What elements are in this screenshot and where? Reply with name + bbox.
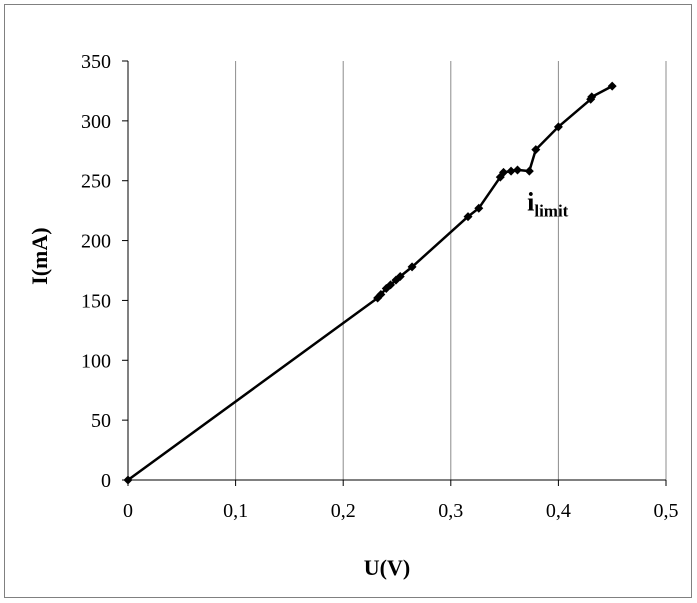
y-tick-label: 250 [81, 171, 111, 193]
data-point [531, 145, 541, 155]
x-tick-label: 0,3 [438, 500, 463, 522]
data-point [499, 167, 509, 177]
data-point [607, 81, 617, 91]
x-tick-label: 0,4 [546, 500, 571, 522]
data-point [407, 262, 417, 272]
annotation-i-limit: ilimit [527, 188, 569, 221]
y-tick-label: 300 [81, 111, 111, 133]
data-point [395, 271, 405, 281]
data-point [386, 280, 396, 290]
y-tick-label: 0 [101, 470, 111, 492]
data-point [376, 289, 386, 299]
x-tick-label: 0,2 [331, 500, 356, 522]
x-tick-label: 0,1 [223, 500, 248, 522]
y-tick-label: 350 [81, 51, 111, 73]
data-point [553, 122, 563, 132]
data-point [524, 166, 534, 176]
annotation-sub: limit [534, 202, 568, 221]
series-line [127, 84, 613, 482]
x-tick-label: 0 [123, 500, 133, 522]
data-series [123, 81, 617, 485]
y-tick-label: 200 [81, 231, 111, 253]
y-axis-label: I(mA) [27, 227, 52, 284]
x-tick-label: 0,5 [654, 500, 679, 522]
y-tick-label: 100 [81, 350, 111, 372]
chart-svg: 0 0,1 0,2 0,3 0,4 0,5 0 50 100 150 200 250 300 350 U(… [27, 51, 679, 580]
annotation-main: i [527, 188, 534, 217]
y-tick-label: 50 [91, 410, 111, 432]
data-point [123, 475, 133, 485]
tick-labels: 0 0,1 0,2 0,3 0,4 0,5 0 50 100 150 200 250 300 350 [81, 51, 679, 522]
data-point [513, 165, 523, 175]
axes [122, 60, 667, 486]
data-point [474, 203, 484, 213]
data-point [506, 166, 516, 176]
y-tick-label: 150 [81, 290, 111, 312]
grid-lines [235, 61, 667, 480]
chart-frame: 0 0,1 0,2 0,3 0,4 0,5 0 50 100 150 200 250 300 350 U(… [4, 4, 692, 598]
data-point [587, 92, 597, 102]
data-point [463, 212, 473, 222]
x-axis-label: U(V) [364, 555, 410, 580]
